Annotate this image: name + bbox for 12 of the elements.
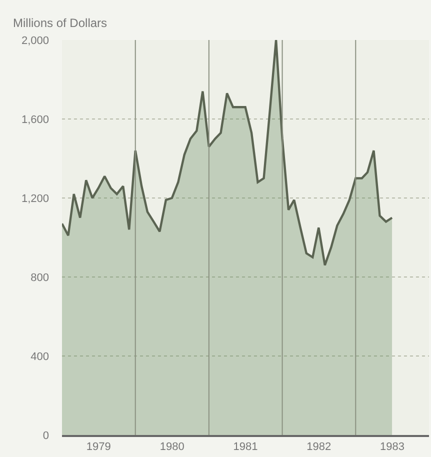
y-tick-label: 2,000: [21, 34, 49, 47]
y-tick-label: 400: [30, 350, 49, 363]
y-tick-label: 800: [30, 272, 49, 284]
x-tick-label: 1982: [306, 441, 332, 454]
x-tick-label: 1983: [380, 441, 404, 454]
y-axis-title: Millions of Dollars: [13, 16, 108, 30]
x-tick-label: 1980: [160, 441, 184, 454]
y-tick-label: 1,600: [21, 114, 49, 126]
y-tick-label: 0: [42, 430, 49, 442]
y-tick-label: 1,200: [21, 192, 49, 205]
x-tick-label: 1979: [86, 441, 111, 454]
x-tick-label: 1981: [233, 441, 258, 454]
